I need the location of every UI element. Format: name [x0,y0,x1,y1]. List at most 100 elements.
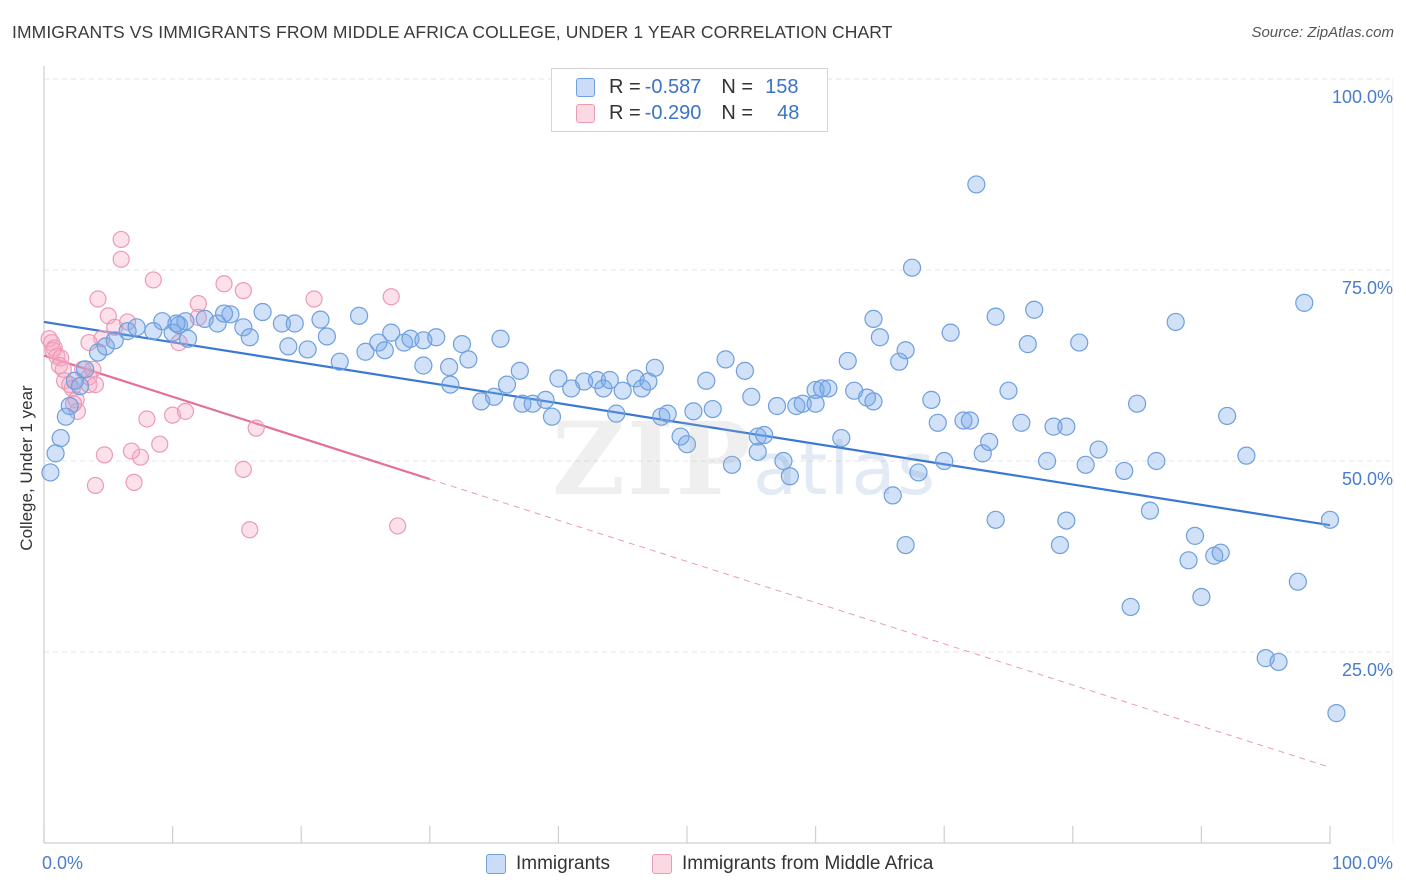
data-point-immigrants [1140,501,1160,520]
data-point-immigrants [1288,572,1307,591]
data-point-immigrants [279,337,298,356]
data-point-immigrants [864,309,883,328]
data-point-immigrants [684,402,703,421]
bottom-legend-label: Immigrants from Middle Africa [682,853,934,874]
data-point-immigrants [497,375,517,394]
data-point-immigrants [883,486,902,505]
data-point-middle-africa [234,282,252,300]
data-point-immigrants [240,328,259,347]
data-point-immigrants [1327,704,1346,723]
data-point-immigrants [1037,451,1057,471]
data-point-immigrants [902,258,922,277]
data-point-immigrants [356,342,375,361]
y-tick-label: 25.0% [1341,660,1393,680]
data-point-immigrants [60,396,79,416]
trend-line-middle-africa-extension [429,478,1331,768]
data-point-middle-africa [382,288,400,306]
bottom-legend-middle-africa[interactable]: Immigrants from Middle Africa [652,851,933,877]
y-axis-label: College, Under 1 year [17,385,36,551]
data-point-middle-africa [247,419,265,437]
bottom-legend-swatch-pink [652,854,672,874]
data-point-immigrants [491,329,510,348]
data-point-immigrants [96,337,115,356]
data-point-immigrants [632,379,652,398]
data-point-immigrants [452,335,472,354]
data-point-immigrants [960,411,980,430]
legend-row-immigrants: R = -0.587 N = 158 [576,75,798,99]
data-point-immigrants [542,407,562,426]
data-point-immigrants [1269,652,1288,672]
data-point-middle-africa [112,230,130,249]
data-point-immigrants [1211,543,1230,562]
data-point-immigrants [922,390,941,409]
data-point-immigrants [1057,417,1076,436]
data-point-immigrants [1121,597,1140,617]
data-point-immigrants [105,331,124,350]
data-point-immigrants [613,381,632,400]
data-point-immigrants [1320,510,1340,529]
axes [43,66,1331,844]
data-point-immigrants [986,510,1005,529]
data-point-immigrants [178,329,198,348]
data-point-immigrants [510,361,529,380]
data-point-immigrants [1185,526,1205,545]
data-point-immigrants [1018,335,1037,354]
data-point-immigrants [780,467,799,486]
data-point-middle-africa [84,360,102,378]
gridlines [44,78,1394,843]
data-point-immigrants [441,375,460,394]
legend-r-value: -0.587 [644,75,702,98]
data-point-immigrants [658,404,677,423]
data-point-immigrants [941,323,960,342]
data-point-immigrants [748,442,767,461]
data-point-immigrants [677,435,697,454]
data-point-middle-africa [215,275,233,293]
data-point-immigrants [272,314,292,333]
data-point-immigrants [208,314,227,333]
series-middle-africa-points [40,230,407,539]
data-point-immigrants [285,314,304,333]
data-point-middle-africa [86,376,105,394]
data-point-immigrants [890,352,909,371]
data-point-immigrants [1089,440,1108,459]
data-point-immigrants [1070,333,1089,352]
data-point-immigrants [1179,551,1198,570]
data-point-immigrants [330,352,349,371]
data-point-immigrants [51,428,70,448]
data-point-immigrants [973,444,992,463]
data-point-immigrants [369,333,388,352]
legend-r-value: -0.290 [644,101,702,124]
data-point-immigrants [607,404,626,423]
data-point-immigrants [349,306,369,325]
data-point-immigrants [1076,455,1095,474]
data-point-immigrants [755,425,774,445]
bottom-legend-immigrants[interactable]: Immigrants [486,851,610,877]
data-point-immigrants [999,381,1018,400]
data-point-immigrants [697,371,716,390]
data-point-immigrants [485,387,504,406]
data-point-middle-africa [118,313,137,331]
data-point-immigrants [414,356,433,375]
data-point-immigrants [46,444,65,463]
data-point-middle-africa [89,290,107,308]
y-tick-label: 100.0% [1331,87,1393,107]
data-point-immigrants [41,463,60,482]
data-point-middle-africa [241,521,259,539]
data-point-immigrants [221,305,240,324]
data-point-immigrants [806,394,825,413]
x-tick-label-left: 0.0% [42,853,84,873]
data-point-immigrants [1166,312,1185,332]
data-point-immigrants [767,396,787,416]
data-point-immigrants [742,387,761,406]
data-point-middle-africa [86,476,105,495]
data-point-immigrants [774,451,793,471]
data-point-immigrants [1295,293,1314,312]
data-point-immigrants [311,310,330,329]
legend-swatch-pink [576,103,595,123]
trend-line-middle-africa [43,354,431,481]
watermark-zip: ZIP [552,400,753,518]
data-point-immigrants [870,328,890,347]
data-point-immigrants [928,413,947,432]
data-point-immigrants [118,322,137,341]
